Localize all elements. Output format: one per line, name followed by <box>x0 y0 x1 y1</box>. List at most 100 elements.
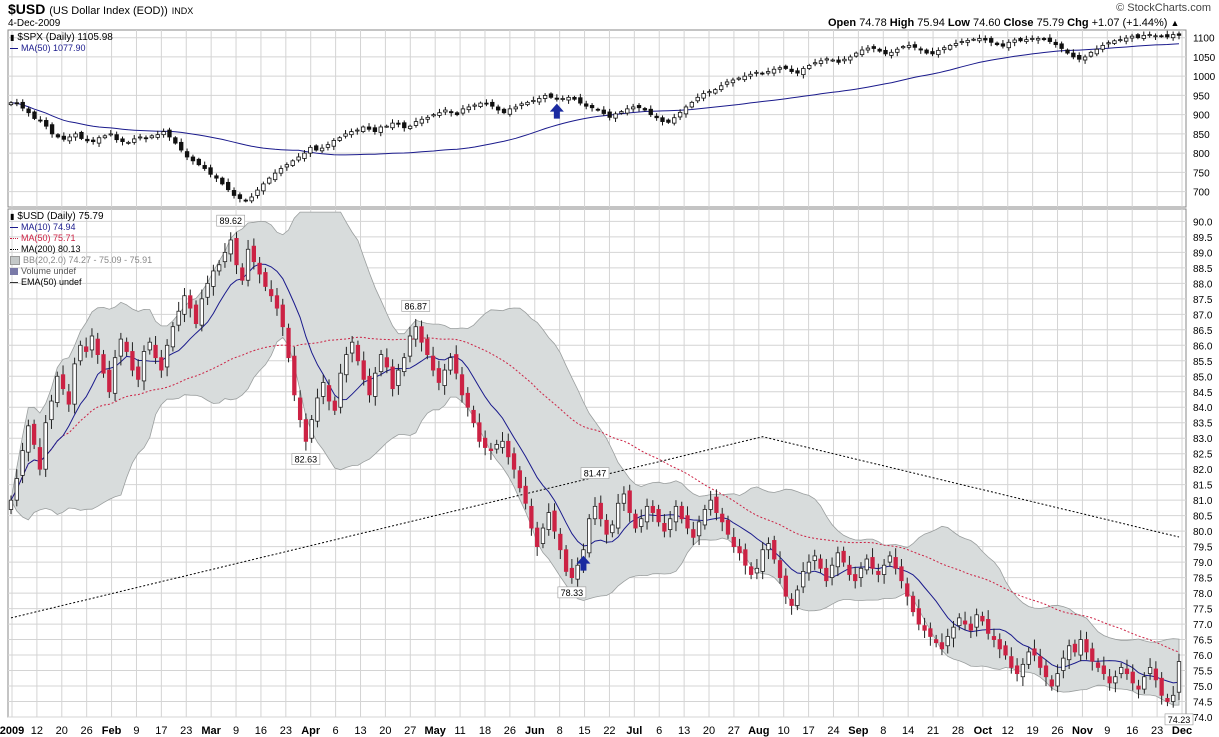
spx-candle <box>396 120 401 128</box>
spx-candle-body <box>220 177 225 185</box>
usd-candle-body <box>188 295 193 309</box>
usd-candle-body <box>812 555 817 561</box>
open-value: 74.78 <box>859 17 887 29</box>
spx-candle-body <box>812 62 818 65</box>
usd-candle <box>951 620 956 648</box>
usd-candle-body <box>968 623 973 631</box>
spx-candle-body <box>924 49 929 54</box>
usd-candle <box>413 318 418 347</box>
spx-candle <box>642 106 648 112</box>
y-tick-label-usd: 79.0 <box>1193 558 1213 569</box>
x-tick-label: 23 <box>180 725 192 737</box>
usd-candle-body <box>1136 685 1141 690</box>
usd-candle-body <box>60 374 66 390</box>
price-callout: 89.62 <box>216 214 246 227</box>
spx-candle-body <box>366 126 372 130</box>
spx-candle-body <box>44 120 49 127</box>
x-tick-label: Feb <box>102 725 122 737</box>
spx-candle-body <box>584 103 589 107</box>
usd-candle <box>1176 653 1182 700</box>
usd-candle <box>378 349 384 377</box>
spx-candle <box>55 133 61 139</box>
y-tick-label-usd: 80.5 <box>1193 512 1213 523</box>
usd-candle <box>384 348 389 374</box>
x-tick-label: 19 <box>1027 725 1039 737</box>
spx-candle <box>355 127 360 135</box>
spx-candle <box>1082 54 1088 64</box>
spx-panel-frame <box>7 29 1187 208</box>
usd-candle <box>662 514 667 538</box>
spx-candle <box>1088 50 1094 58</box>
spx-candle-body <box>830 59 835 62</box>
usd-candle <box>332 396 337 415</box>
spx-candle-body <box>760 72 765 75</box>
spx-candle-body <box>390 122 395 129</box>
usd-candle <box>731 528 736 553</box>
usd-candle-body <box>89 335 95 351</box>
usd-candle <box>373 366 378 406</box>
usd-candle <box>696 515 702 546</box>
spx-candle <box>214 173 219 182</box>
spx-candle-body <box>730 79 736 84</box>
spx-candle <box>900 45 906 50</box>
spx-candle-body <box>225 181 231 191</box>
usd-candle <box>870 548 875 575</box>
spx-candle-body <box>854 52 859 57</box>
chg-value: +1.07 (+1.44%) <box>1091 17 1168 29</box>
spx-candle <box>484 99 489 107</box>
spx-candle-body <box>1030 38 1035 40</box>
spx-candle-body <box>1159 35 1164 38</box>
usd-candle <box>997 633 1002 659</box>
usd-candle <box>1136 679 1141 699</box>
spx-candle <box>830 58 835 62</box>
open-label: Open <box>828 17 857 29</box>
y-tick-label-usd: 75.0 <box>1193 682 1213 693</box>
usd-candle-body <box>332 400 337 411</box>
spx-candle-body <box>1147 34 1152 37</box>
spx-candle-body <box>942 47 947 51</box>
usd-candle <box>402 353 407 377</box>
usd-candle-body <box>1072 643 1078 653</box>
spx-candle <box>61 132 66 142</box>
usd-candle-body <box>529 505 534 529</box>
usd-candle-body <box>743 549 748 566</box>
spx-candle <box>343 130 348 139</box>
usd-candle <box>419 320 424 352</box>
spx-candle <box>1170 31 1176 41</box>
usd-candle-body <box>748 566 754 575</box>
spx-candle-body <box>560 98 565 100</box>
spx-candle <box>912 41 918 51</box>
spx-candle-body <box>965 39 970 43</box>
usd-candle <box>598 495 603 527</box>
x-tick-label: 20 <box>379 725 391 737</box>
usd-candle <box>8 495 14 515</box>
spx-candle <box>290 159 295 167</box>
spx-candle-body <box>38 119 43 122</box>
usd-candle <box>1055 664 1060 693</box>
brand-label[interactable]: © StockCharts.com <box>1116 2 1211 14</box>
spx-candle-body <box>267 177 272 184</box>
spx-candle-body <box>795 70 800 74</box>
usd-candle <box>899 559 904 589</box>
usd-candle-body <box>540 527 546 544</box>
x-tick-label: 17 <box>155 725 167 737</box>
spx-legend-title-row: ▮ $SPX (Daily) 1105.98 <box>10 32 113 43</box>
usd-candle-body <box>211 270 216 287</box>
spx-candle <box>807 63 812 71</box>
ma200-swatch <box>10 249 18 250</box>
spx-candle-body <box>472 104 477 107</box>
usd-candle-body <box>286 327 291 359</box>
spx-candle <box>337 136 342 142</box>
spx-candle <box>278 165 284 177</box>
spx-candle-body <box>836 59 841 63</box>
spx-candle-body <box>607 111 612 118</box>
usd-candle <box>459 366 465 403</box>
spx-candle <box>331 138 336 151</box>
spx-candle <box>1153 33 1158 41</box>
spx-candle <box>237 192 243 203</box>
spx-candle-body <box>425 116 430 120</box>
spx-candle <box>801 66 806 79</box>
spx-candle <box>1035 36 1041 44</box>
usd-candle-body <box>1130 671 1135 684</box>
usd-candle-body <box>31 423 37 445</box>
